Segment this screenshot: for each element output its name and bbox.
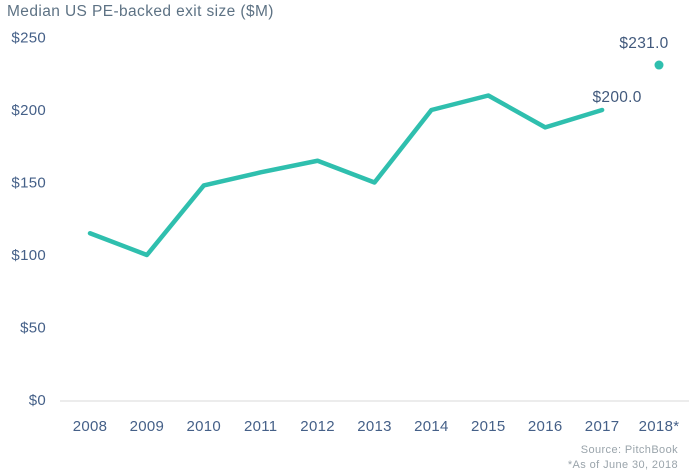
source-text: Source: PitchBook — [580, 444, 678, 456]
source-block: Source: PitchBook *As of June 30, 2018 — [568, 443, 678, 473]
x-tick-label: 2017 — [585, 418, 620, 435]
x-tick-label: 2015 — [471, 418, 506, 435]
x-tick-label: 2014 — [414, 418, 449, 435]
x-tick-label: 2018* — [639, 418, 680, 435]
chart-title: Median US PE-backed exit size ($M) — [7, 3, 274, 20]
footnote-text: *As of June 30, 2018 — [567, 459, 678, 471]
x-tick-label: 2012 — [300, 418, 335, 435]
x-tick-label: 2013 — [357, 418, 392, 435]
data-label: $231.0 — [619, 35, 668, 52]
y-tick-label: $150 — [11, 175, 46, 192]
x-tick-label: 2009 — [130, 418, 165, 435]
x-tick-label: 2016 — [528, 418, 563, 435]
highlight-dot — [654, 60, 664, 70]
x-tick-label: 2010 — [187, 418, 222, 435]
y-tick-label: $200 — [11, 102, 46, 119]
x-tick-label: 2008 — [73, 418, 108, 435]
y-tick-label: $250 — [11, 30, 46, 47]
data-label: $200.0 — [592, 89, 641, 106]
y-tick-label: $0 — [29, 392, 46, 409]
y-tick-label: $50 — [20, 320, 46, 337]
y-tick-label: $100 — [11, 247, 46, 264]
x-tick-label: 2011 — [244, 418, 277, 435]
median-exit-size-line — [87, 93, 605, 258]
